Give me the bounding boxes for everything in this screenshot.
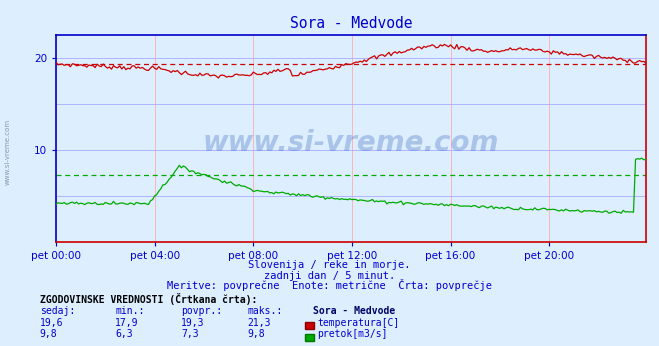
Text: 9,8: 9,8 xyxy=(40,329,57,339)
Text: maks.:: maks.: xyxy=(247,306,282,316)
Text: Meritve: povprečne  Enote: metrične  Črta: povprečje: Meritve: povprečne Enote: metrične Črta:… xyxy=(167,279,492,291)
Text: 17,9: 17,9 xyxy=(115,318,139,328)
Text: min.:: min.: xyxy=(115,306,145,316)
Text: 7,3: 7,3 xyxy=(181,329,199,339)
Text: 19,6: 19,6 xyxy=(40,318,63,328)
Text: www.si-vreme.com: www.si-vreme.com xyxy=(5,119,11,185)
Text: Sora - Medvode: Sora - Medvode xyxy=(313,306,395,316)
Text: 9,8: 9,8 xyxy=(247,329,265,339)
Text: 6,3: 6,3 xyxy=(115,329,133,339)
Text: Slovenija / reke in morje.: Slovenija / reke in morje. xyxy=(248,260,411,270)
Text: 21,3: 21,3 xyxy=(247,318,271,328)
Text: ZGODOVINSKE VREDNOSTI (Črtkana črta):: ZGODOVINSKE VREDNOSTI (Črtkana črta): xyxy=(40,293,257,305)
Title: Sora - Medvode: Sora - Medvode xyxy=(290,16,412,31)
Text: zadnji dan / 5 minut.: zadnji dan / 5 minut. xyxy=(264,271,395,281)
Text: www.si-vreme.com: www.si-vreme.com xyxy=(203,129,499,156)
Text: 19,3: 19,3 xyxy=(181,318,205,328)
Text: sedaj:: sedaj: xyxy=(40,306,74,316)
Text: pretok[m3/s]: pretok[m3/s] xyxy=(317,329,387,339)
Text: temperatura[C]: temperatura[C] xyxy=(317,318,399,328)
Text: povpr.:: povpr.: xyxy=(181,306,222,316)
